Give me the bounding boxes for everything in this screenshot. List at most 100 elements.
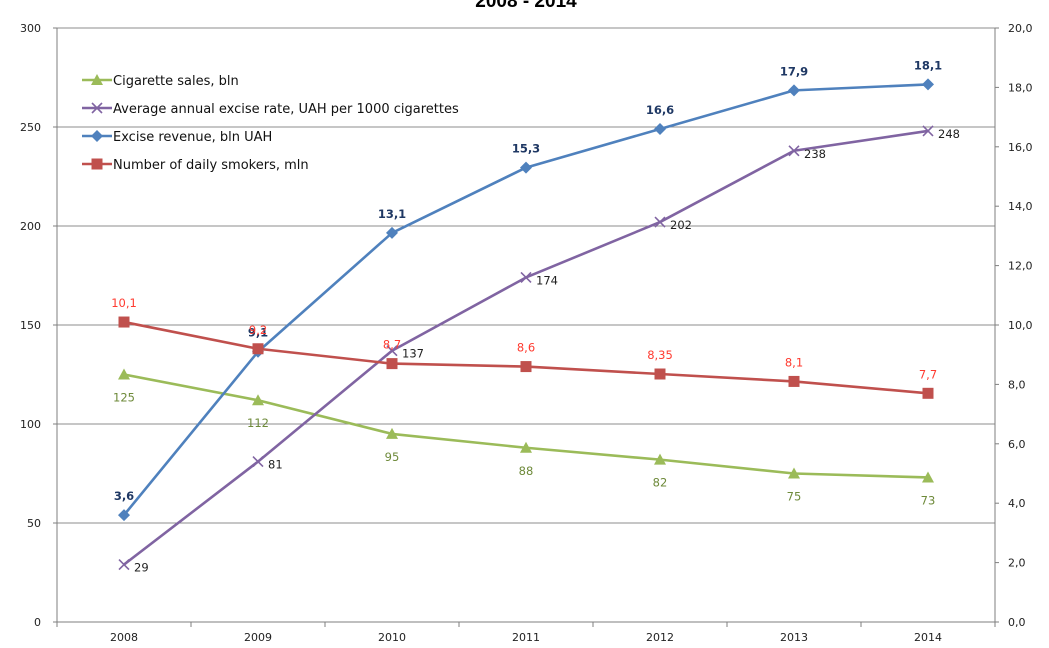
legend-label: Average annual excise rate, UAH per 1000… xyxy=(113,102,459,117)
data-label-excise-rate: 238 xyxy=(804,147,826,161)
data-point-daily-smokers xyxy=(386,358,398,370)
legend-label: Excise revenue, bln UAH xyxy=(113,130,272,145)
right-tick-label: 14,0 xyxy=(1008,200,1033,213)
data-label-excise-revenue: 18,1 xyxy=(914,58,942,72)
data-point-cigarette-sales xyxy=(520,441,532,453)
data-point-excise-revenue xyxy=(118,509,130,522)
x-tick-label: 2014 xyxy=(914,631,942,644)
data-point-cigarette-sales xyxy=(252,394,264,406)
data-point-excise-rate xyxy=(520,271,532,284)
data-point-cigarette-sales xyxy=(788,467,800,479)
legend-item-cigarette-sales: Cigarette sales, bln xyxy=(82,74,239,89)
x-tick-label: 2011 xyxy=(512,631,540,644)
series xyxy=(118,78,934,571)
data-point-cigarette-sales xyxy=(118,368,130,380)
grid-lines xyxy=(53,27,999,627)
left-tick-label: 150 xyxy=(20,319,41,332)
data-label-excise-revenue: 3,6 xyxy=(114,489,134,503)
data-label-excise-rate: 137 xyxy=(402,347,424,361)
data-label-excise-rate: 248 xyxy=(938,127,960,141)
data-label-daily-smokers: 10,1 xyxy=(111,296,137,310)
legend-marker xyxy=(91,130,103,142)
data-point-cigarette-sales xyxy=(386,427,398,439)
left-tick-label: 250 xyxy=(20,121,41,134)
data-point-daily-smokers xyxy=(654,368,666,380)
left-tick-label: 100 xyxy=(20,418,41,431)
right-tick-label: 0,0 xyxy=(1008,616,1026,629)
right-tick-label: 18,0 xyxy=(1008,81,1033,94)
legend-label: Cigarette sales, bln xyxy=(113,74,239,89)
left-tick-label: 300 xyxy=(20,22,41,35)
data-label-cigarette-sales: 112 xyxy=(247,416,269,430)
right-tick-label: 20,0 xyxy=(1008,22,1033,35)
legend: Cigarette sales, bln Average annual excis… xyxy=(82,74,459,173)
data-label-cigarette-sales: 125 xyxy=(113,391,135,405)
x-tick-label: 2013 xyxy=(780,631,808,644)
data-label-daily-smokers: 8,1 xyxy=(785,355,803,369)
left-tick-label: 200 xyxy=(20,220,41,233)
legend-item-excise-revenue: Excise revenue, bln UAH xyxy=(82,130,272,145)
right-tick-label: 6,0 xyxy=(1008,438,1026,451)
legend-marker xyxy=(91,158,103,170)
series-line-cigarette-sales xyxy=(123,373,929,479)
data-label-excise-revenue: 9,1 xyxy=(248,326,268,340)
x-tick-label: 2009 xyxy=(244,631,272,644)
data-point-daily-smokers xyxy=(252,343,264,355)
right-tick-label: 2,0 xyxy=(1008,557,1026,570)
data-label-daily-smokers: 8,7 xyxy=(383,338,401,352)
data-label-excise-rate: 202 xyxy=(670,218,692,232)
data-point-cigarette-sales xyxy=(922,471,934,483)
right-tick-label: 4,0 xyxy=(1008,497,1026,510)
data-labels: 125 112 95 88 82 75 73 29 81 137 174 202 238 248 3,6 9,… xyxy=(111,58,960,574)
data-label-daily-smokers: 8,35 xyxy=(647,348,673,362)
x-tick-label: 2012 xyxy=(646,631,674,644)
data-label-excise-rate: 81 xyxy=(268,458,283,472)
data-label-cigarette-sales: 95 xyxy=(385,450,400,464)
legend-label: Number of daily smokers, mln xyxy=(113,158,309,173)
tick-labels: 0 50 100 150 200 250 300 0,0 2,0 4,0 6,0 8,0 10,0 12,… xyxy=(20,22,1033,644)
x-tick-label: 2010 xyxy=(378,631,406,644)
data-point-excise-revenue xyxy=(788,84,800,97)
data-label-excise-revenue: 15,3 xyxy=(512,142,540,156)
x-tick-label: 2008 xyxy=(110,631,138,644)
right-tick-label: 10,0 xyxy=(1008,319,1033,332)
data-point-excise-revenue xyxy=(520,161,532,174)
legend-item-excise-rate: Average annual excise rate, UAH per 1000… xyxy=(82,102,459,117)
data-label-cigarette-sales: 73 xyxy=(921,493,936,507)
data-label-cigarette-sales: 88 xyxy=(519,464,534,478)
right-tick-label: 8,0 xyxy=(1008,378,1026,391)
data-point-excise-rate xyxy=(386,345,398,357)
data-point-excise-rate xyxy=(654,216,666,228)
data-label-excise-rate: 29 xyxy=(134,561,149,575)
series-line-daily-smokers xyxy=(123,320,929,395)
data-label-excise-revenue: 13,1 xyxy=(378,207,406,221)
data-point-excise-revenue xyxy=(654,122,666,135)
data-point-excise-rate xyxy=(252,456,264,468)
data-label-daily-smokers: 7,7 xyxy=(919,367,937,381)
right-tick-label: 16,0 xyxy=(1008,141,1033,154)
legend-item-daily-smokers: Number of daily smokers, mln xyxy=(82,158,309,173)
data-label-daily-smokers: 8,6 xyxy=(517,341,535,355)
right-tick-label: 12,0 xyxy=(1008,260,1033,273)
data-point-daily-smokers xyxy=(520,361,532,373)
data-point-excise-rate xyxy=(788,145,800,157)
chart-title: 2008 - 2014 xyxy=(475,0,577,12)
data-point-excise-rate xyxy=(118,559,130,571)
left-tick-label: 50 xyxy=(27,517,41,530)
data-label-excise-rate: 174 xyxy=(536,273,558,287)
data-point-daily-smokers xyxy=(118,316,130,328)
data-label-daily-smokers: 9,2 xyxy=(249,323,267,337)
data-point-excise-rate xyxy=(922,125,934,137)
data-label-cigarette-sales: 82 xyxy=(653,476,668,490)
data-point-daily-smokers xyxy=(788,375,800,387)
data-point-daily-smokers xyxy=(922,387,934,399)
data-label-excise-revenue: 16,6 xyxy=(646,103,674,117)
left-tick-label: 0 xyxy=(34,616,41,629)
axes xyxy=(56,28,996,623)
legend-marker xyxy=(91,74,103,85)
data-label-cigarette-sales: 75 xyxy=(787,490,802,504)
legend-marker xyxy=(91,102,103,114)
data-point-cigarette-sales xyxy=(654,453,666,465)
data-label-excise-revenue: 17,9 xyxy=(780,64,808,78)
